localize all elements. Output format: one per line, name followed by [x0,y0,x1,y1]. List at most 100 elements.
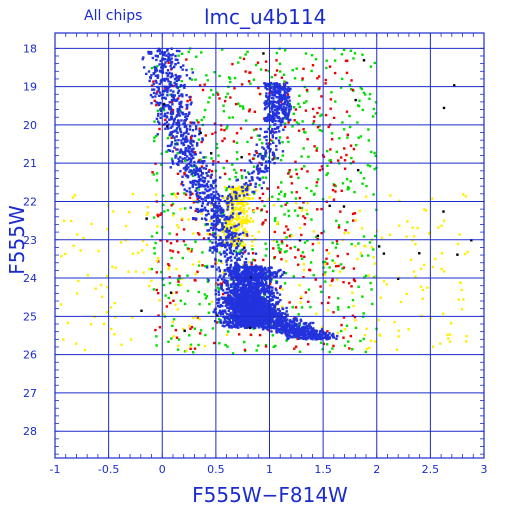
data-point [163,63,166,66]
data-point [304,131,307,134]
data-point [266,320,269,323]
data-point [371,302,374,306]
data-point [424,209,428,212]
data-point [272,82,275,86]
data-point [225,248,229,252]
data-point [293,209,297,212]
data-point [193,151,197,154]
data-point [236,157,239,161]
data-point [231,116,234,119]
data-point [275,89,278,92]
data-point [225,241,229,244]
data-point [260,288,263,291]
data-point [320,165,324,168]
data-point [181,142,185,145]
data-point [240,317,243,320]
data-point [225,324,229,327]
data-point [77,279,80,283]
data-point [333,59,337,62]
data-point [279,158,283,162]
data-point [241,264,245,267]
data-point [272,239,275,242]
data-point [192,216,195,220]
data-point [362,312,365,315]
data-point [188,187,191,190]
data-point [197,180,201,183]
data-point [258,333,262,337]
data-point [178,105,182,109]
data-point [259,272,263,275]
data-point [178,108,181,112]
data-point [274,296,277,299]
data-point [227,293,231,297]
data-point [302,268,306,272]
data-point [221,242,224,245]
data-point [236,236,240,239]
data-point [242,209,245,212]
data-point [245,190,248,193]
data-point [378,333,382,336]
data-point [291,336,294,339]
data-point [176,172,180,176]
data-point [242,269,245,273]
data-point [243,261,246,264]
data-point [209,176,213,179]
data-point [177,338,181,341]
data-point [185,130,188,133]
data-point [238,299,241,302]
data-point [279,285,282,288]
data-point [218,74,221,78]
data-point [162,312,165,316]
data-point [253,275,256,278]
data-point [269,117,272,120]
data-point [152,216,156,219]
data-point [252,265,255,269]
data-point [270,330,273,333]
data-point [231,282,235,285]
data-point [397,335,400,338]
data-point [211,233,214,237]
data-point [317,75,321,78]
data-point [347,340,350,343]
data-point [274,157,277,160]
data-point [246,279,249,282]
data-point [206,203,209,206]
data-point [212,179,215,183]
data-point [218,342,221,345]
data-point [182,327,185,331]
data-point [244,182,248,185]
data-point [346,136,349,139]
data-point [234,250,238,253]
data-point [255,311,258,314]
data-point [368,164,372,168]
data-point [205,264,209,268]
data-point [255,272,259,276]
data-point [201,191,204,194]
data-point [243,266,247,269]
data-point [257,290,260,293]
data-point [264,68,268,72]
data-point [357,285,360,289]
data-point [228,313,231,316]
data-point [229,295,232,298]
data-point [262,258,265,262]
data-point [174,139,177,142]
data-point [232,309,235,313]
data-point [229,219,233,223]
data-point [286,96,290,99]
data-point [250,292,254,296]
data-point [210,217,213,220]
data-point [222,109,226,113]
data-point [336,278,339,281]
data-point [234,290,237,293]
data-point [312,230,315,233]
data-point [172,130,175,133]
data-point [184,243,187,247]
data-point [239,289,243,293]
data-point [170,192,173,196]
data-point [372,193,375,196]
data-point [241,201,244,204]
data-point [176,348,180,351]
data-point [320,207,323,211]
data-point [248,71,251,74]
